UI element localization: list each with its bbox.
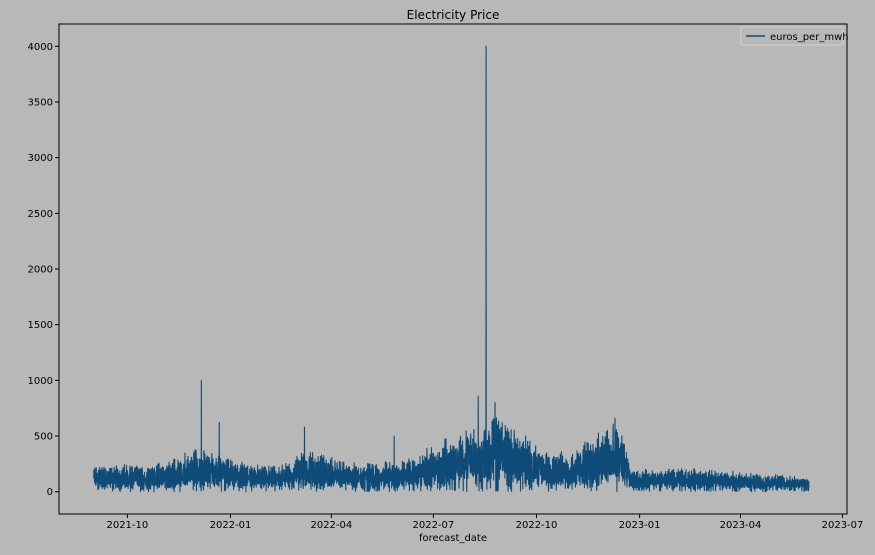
plot-area — [58, 23, 848, 515]
y-tick-label: 0 — [47, 487, 53, 498]
y-tick-label: 2000 — [28, 265, 53, 276]
x-axis-label: forecast_date — [419, 533, 487, 544]
x-axis-ticks: 2021-10 2022-01 2022-04 2022-07 2022-10 2023-… — [106, 514, 863, 531]
chart-title: Electricity Price — [407, 8, 500, 22]
y-tick-label: 1500 — [28, 320, 53, 331]
x-tick-label: 2022-01 — [210, 520, 252, 531]
x-tick-label: 2022-10 — [516, 520, 558, 531]
y-tick-label: 500 — [34, 432, 53, 443]
y-tick-label: 2500 — [28, 209, 53, 220]
x-tick-label: 2023-01 — [619, 520, 661, 531]
legend-box — [740, 26, 844, 46]
legend: euros_per_mwh — [740, 26, 849, 46]
y-tick-label: 4000 — [28, 42, 53, 53]
series-layer — [93, 45, 810, 493]
x-tick-label: 2022-04 — [310, 520, 352, 531]
legend-label: euros_per_mwh — [770, 32, 849, 43]
x-tick-label: 2021-10 — [106, 520, 148, 531]
y-axis-ticks: 0 500 1000 1500 2000 2500 3000 3500 4000 — [28, 42, 59, 498]
y-tick-label: 3500 — [28, 97, 53, 108]
y-tick-label: 3000 — [28, 153, 53, 164]
x-tick-label: 2022-07 — [412, 520, 454, 531]
x-tick-label: 2023-07 — [822, 520, 864, 531]
series-line-euros-per-mwh — [93, 45, 810, 493]
y-tick-label: 1000 — [28, 376, 53, 387]
x-tick-label: 2023-04 — [720, 520, 762, 531]
